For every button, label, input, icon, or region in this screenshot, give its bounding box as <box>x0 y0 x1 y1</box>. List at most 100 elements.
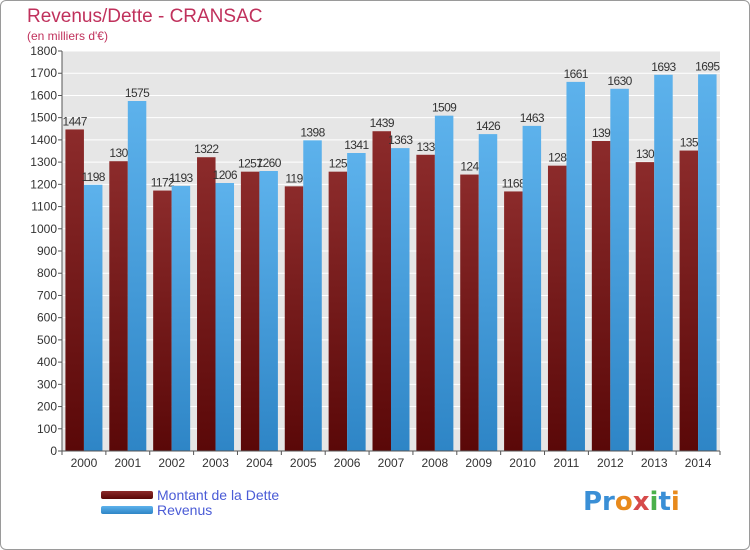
y-tick-label: 500 <box>37 333 57 347</box>
y-tick-label: 400 <box>37 355 57 369</box>
data-label-revenue: 1198 <box>81 170 105 184</box>
data-label-debt: 139 <box>592 126 611 140</box>
data-label-debt: 124 <box>460 160 479 174</box>
y-tick-label: 100 <box>37 422 57 436</box>
data-label-debt: 125 <box>329 157 348 171</box>
y-tick-label: 700 <box>37 288 57 302</box>
bar-debt <box>547 165 567 451</box>
bar-revenue <box>259 171 278 451</box>
x-tick-label: 2010 <box>509 456 536 470</box>
bar-revenue <box>391 148 410 451</box>
data-label-revenue: 1630 <box>607 74 632 88</box>
data-label-debt: 130 <box>109 146 128 160</box>
data-label-revenue: 1695 <box>695 59 720 73</box>
data-label-debt: 1447 <box>63 114 88 128</box>
x-tick-label: 2009 <box>465 456 492 470</box>
bar-revenue <box>478 134 498 451</box>
legend-label-debt: Montant de la Dette <box>157 487 280 503</box>
bar-revenue <box>698 74 717 451</box>
x-tick-label: 2000 <box>71 456 98 470</box>
bar-debt <box>635 162 655 451</box>
chart-title: Revenus/Dette - CRANSAC <box>27 6 263 27</box>
bar-debt <box>284 186 304 452</box>
proxiti-logo: Proxiti <box>583 487 680 517</box>
y-tick-label: 1400 <box>30 133 57 147</box>
bar-revenue <box>215 183 235 451</box>
data-label-revenue: 1206 <box>213 168 238 182</box>
bar-revenue <box>566 81 585 451</box>
legend-label-revenue: Revenus <box>157 502 213 518</box>
y-tick-label: 1800 <box>30 44 57 58</box>
data-label-debt: 1172 <box>151 176 175 190</box>
legend-item-revenue: Revenus <box>101 502 212 518</box>
bar-debt <box>504 191 523 451</box>
bar-revenue <box>127 101 147 451</box>
y-tick-label: 1100 <box>31 200 57 214</box>
x-tick-label: 2008 <box>422 456 449 470</box>
data-label-debt: 128 <box>548 151 567 165</box>
y-tick-label: 800 <box>37 266 57 280</box>
bar-debt <box>679 150 699 452</box>
x-tick-label: 2011 <box>554 456 580 470</box>
chart-subtitle: (en milliers d'€) <box>27 29 108 43</box>
y-tick-label: 1000 <box>30 222 57 236</box>
data-label-debt: 1322 <box>194 142 219 156</box>
y-tick-label: 1600 <box>30 88 57 102</box>
legend-item-debt: Montant de la Dette <box>101 487 279 503</box>
y-tick-label: 200 <box>37 400 57 414</box>
bar-revenue <box>522 125 542 451</box>
data-label-revenue: 1260 <box>257 156 282 170</box>
y-axis: 0 100 200 300 400 500 600 700 800 900 1000 1100 1200… <box>30 44 63 458</box>
bar-revenue <box>303 140 322 452</box>
bars: 1447119813015751172119313221206125712601… <box>63 59 721 452</box>
data-label-revenue: 1575 <box>125 86 150 100</box>
data-label-revenue: 1661 <box>564 67 589 81</box>
x-tick-label: 2013 <box>641 456 668 470</box>
bar-revenue <box>83 184 103 451</box>
data-label-revenue: 1463 <box>520 111 545 125</box>
y-tick-label: 1500 <box>30 111 57 125</box>
x-tick-label: 2004 <box>246 456 273 470</box>
bar-debt <box>416 154 435 451</box>
data-label-debt: 133 <box>416 140 435 154</box>
data-label-revenue: 1509 <box>432 101 457 115</box>
x-tick-label: 2005 <box>290 456 317 470</box>
x-tick-label: 2007 <box>378 456 405 470</box>
legend-swatch-revenue <box>101 506 153 514</box>
x-tick-label: 2001 <box>114 456 141 470</box>
x-axis: 2000 2001 2002 2003 2004 2005 2006 2007 2008 2009… <box>61 450 721 470</box>
x-tick-label: 2006 <box>334 456 361 470</box>
data-label-debt: 1439 <box>370 116 395 130</box>
x-tick-label: 2012 <box>597 456 624 470</box>
y-tick-label: 600 <box>37 311 57 325</box>
data-label-revenue: 1398 <box>300 125 325 139</box>
legend-swatch-debt <box>101 491 153 499</box>
bar-revenue <box>654 74 673 452</box>
data-label-debt: 135 <box>680 136 699 150</box>
bar-revenue <box>434 115 454 452</box>
x-tick-label: 2003 <box>202 456 229 470</box>
y-tick-label: 1300 <box>30 155 57 169</box>
y-tick-label: 1700 <box>30 66 57 80</box>
bar-debt <box>328 171 348 451</box>
bar-debt <box>65 129 84 451</box>
y-tick-label: 900 <box>37 244 57 258</box>
bar-debt <box>197 157 216 451</box>
data-label-revenue: 1341 <box>344 138 369 152</box>
bar-debt <box>460 174 479 452</box>
bar-debt <box>153 190 172 452</box>
bar-debt <box>240 171 260 451</box>
y-tick-label: 0 <box>50 444 57 458</box>
y-tick-label: 1200 <box>30 177 57 191</box>
bar-revenue <box>610 88 629 452</box>
y-tick-label: 300 <box>37 377 57 391</box>
x-tick-label: 2002 <box>158 456 185 470</box>
bar-debt <box>372 131 391 451</box>
data-label-revenue: 1426 <box>476 119 501 133</box>
data-label-debt: 119 <box>285 171 303 185</box>
data-label-debt: 1168 <box>502 176 526 190</box>
data-label-revenue: 1693 <box>651 60 676 74</box>
bar-debt <box>591 141 611 451</box>
bar-debt <box>109 161 128 451</box>
